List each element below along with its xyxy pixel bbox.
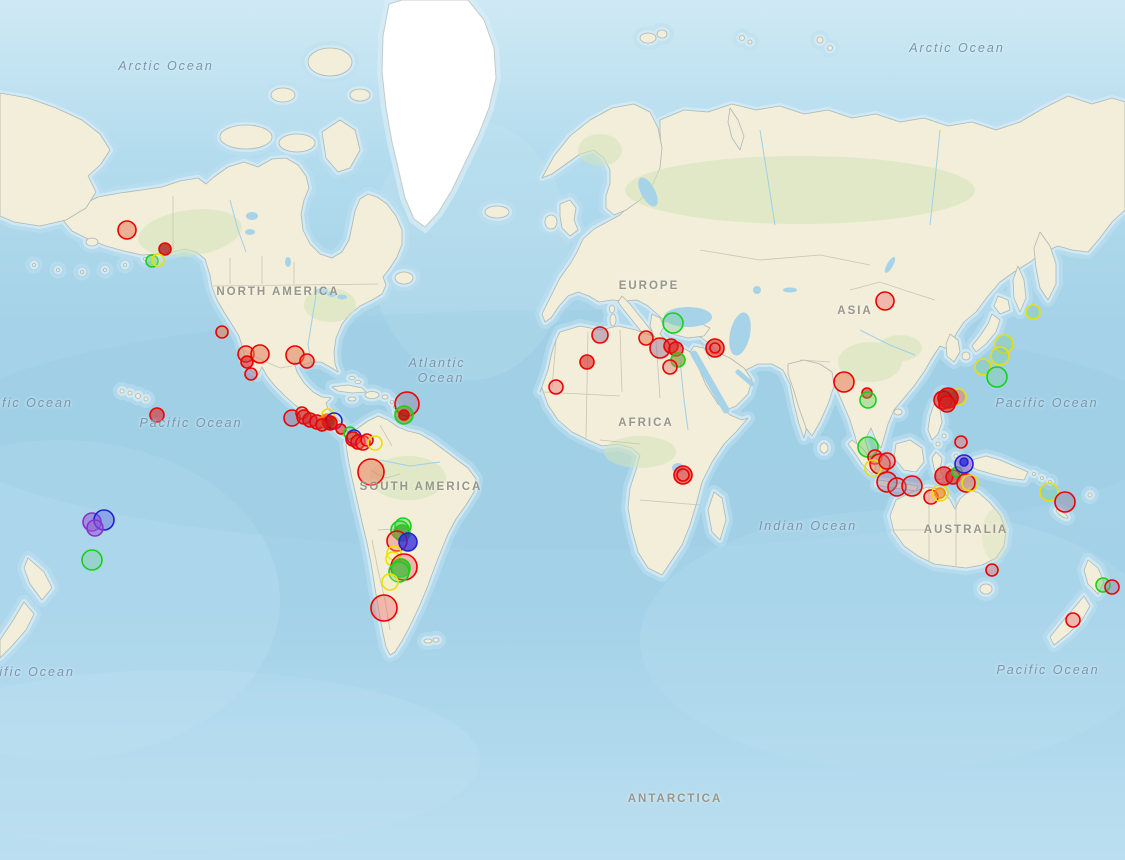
earthquake-marker[interactable] [299, 353, 315, 369]
earthquake-marker[interactable] [638, 330, 654, 346]
earthquake-marker[interactable] [994, 334, 1014, 354]
earthquake-marker[interactable] [864, 459, 882, 477]
earthquake-marker[interactable] [158, 242, 172, 256]
earthquake-marker[interactable] [360, 433, 374, 447]
earthquake-marker[interactable] [876, 471, 898, 493]
earthquake-marker[interactable] [961, 474, 979, 492]
earthquake-marker[interactable] [591, 326, 609, 344]
earthquake-marker[interactable] [398, 409, 410, 421]
earthquake-marker-layer [81, 220, 1120, 628]
earthquake-marker[interactable] [250, 344, 270, 364]
earthquake-marker[interactable] [709, 342, 721, 354]
earthquake-marker[interactable] [985, 563, 999, 577]
earthquake-marker[interactable] [934, 487, 946, 499]
earthquake-marker[interactable] [676, 468, 690, 482]
earthquake-marker[interactable] [117, 220, 137, 240]
earthquake-marker[interactable] [149, 407, 165, 423]
earthquake-marker[interactable] [662, 359, 678, 375]
earthquake-marker[interactable] [240, 355, 254, 369]
earthquake-marker[interactable] [381, 573, 399, 591]
earthquake-marker[interactable] [151, 253, 165, 267]
earthquake-marker[interactable] [938, 395, 956, 413]
earthquake-marker[interactable] [662, 312, 684, 334]
earthquake-marker[interactable] [1104, 579, 1120, 595]
earthquake-marker[interactable] [370, 594, 398, 622]
earthquake-marker[interactable] [388, 561, 410, 583]
earthquake-marker[interactable] [215, 325, 229, 339]
earthquake-marker[interactable] [1039, 482, 1059, 502]
earthquake-marker[interactable] [875, 291, 895, 311]
earthquake-marker[interactable] [887, 477, 907, 497]
earthquake-marker[interactable] [244, 367, 258, 381]
earthquake-marker[interactable] [1025, 304, 1041, 320]
earthquake-marker[interactable] [81, 549, 103, 571]
earthquake-marker[interactable] [974, 358, 992, 376]
earthquake-marker[interactable] [1065, 612, 1081, 628]
earthquake-marker[interactable] [579, 354, 595, 370]
earthquake-marker[interactable] [833, 371, 855, 393]
earthquake-marker[interactable] [548, 379, 564, 395]
earthquake-marker[interactable] [367, 435, 383, 451]
earthquake-marker[interactable] [859, 391, 877, 409]
earthquake-marker[interactable] [357, 458, 385, 486]
rivers [229, 129, 941, 467]
earthquake-marker[interactable] [990, 346, 1010, 366]
earthquake-marker[interactable] [956, 473, 976, 493]
earthquake-marker[interactable] [705, 338, 725, 358]
country-borders [172, 196, 957, 631]
earthquake-marker[interactable] [959, 457, 969, 467]
earthquake-marker[interactable] [1054, 491, 1076, 513]
earthquake-marker[interactable] [398, 532, 418, 552]
earthquake-marker[interactable] [901, 475, 923, 497]
earthquake-marker[interactable] [315, 418, 329, 432]
earthquake-marker[interactable] [986, 366, 1008, 388]
earthquake-marker[interactable] [86, 519, 104, 537]
earthquake-marker[interactable] [954, 435, 968, 449]
earthquake-marker[interactable] [878, 452, 896, 470]
lakes-and-seas [245, 177, 896, 473]
earthquake-marker[interactable] [931, 484, 949, 502]
